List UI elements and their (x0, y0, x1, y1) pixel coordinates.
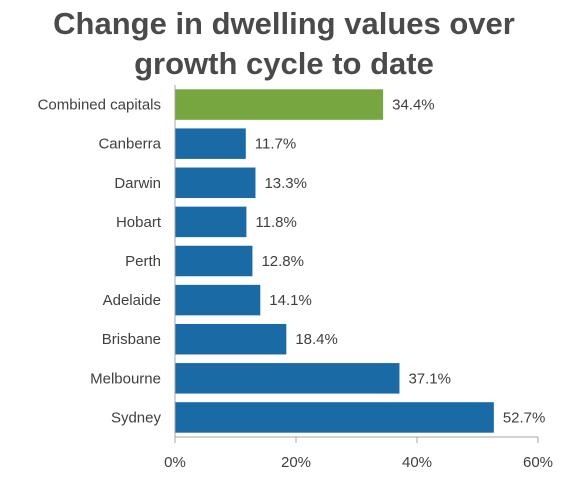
chart-title-line-1: Change in dwelling values over (53, 6, 515, 41)
bar-adelaide (175, 284, 261, 316)
value-label-brisbane: 18.4% (295, 331, 338, 348)
category-label-adelaide: Adelaide (103, 292, 161, 309)
chart-title: Change in dwelling values over growth cy… (0, 4, 568, 84)
value-label-canberra: 11.7% (255, 136, 296, 153)
value-label-combined-capitals: 34.4% (392, 97, 435, 114)
category-label-brisbane: Brisbane (102, 331, 161, 348)
category-label-perth: Perth (125, 253, 161, 270)
x-tick-label-20: 20% (281, 454, 311, 471)
value-label-darwin: 13.3% (264, 175, 307, 192)
value-label-adelaide: 14.1% (269, 292, 312, 309)
bar-hobart (175, 206, 247, 238)
chart-title-line-2: growth cycle to date (134, 46, 434, 81)
category-label-hobart: Hobart (116, 214, 162, 231)
bar-perth (175, 245, 253, 277)
bar-sydney (175, 402, 494, 433)
category-label-canberra: Canberra (98, 136, 161, 153)
category-label-darwin: Darwin (114, 175, 161, 192)
value-label-perth: 12.8% (261, 253, 304, 270)
x-tick-label-60: 60% (523, 454, 553, 471)
x-tick-label-0: 0% (164, 454, 186, 471)
value-label-melbourne: 37.1% (408, 370, 451, 387)
bar-darwin (175, 167, 256, 199)
bar-canberra (175, 128, 246, 159)
category-label-sydney: Sydney (111, 409, 162, 426)
x-axis: 0% 20% 40% 60% (164, 85, 553, 471)
bar-brisbane (175, 323, 287, 355)
bars-layer: Combined capitals 34.4% Canberra 11.7% Darwi… (38, 89, 546, 433)
category-label-combined-capitals: Combined capitals (38, 97, 161, 114)
category-label-melbourne: Melbourne (90, 370, 161, 387)
value-label-hobart: 11.8% (255, 214, 296, 231)
value-label-sydney: 52.7% (503, 409, 546, 426)
bar-melbourne (175, 363, 400, 394)
x-tick-label-40: 40% (402, 454, 432, 471)
bar-combined-capitals (175, 89, 384, 120)
